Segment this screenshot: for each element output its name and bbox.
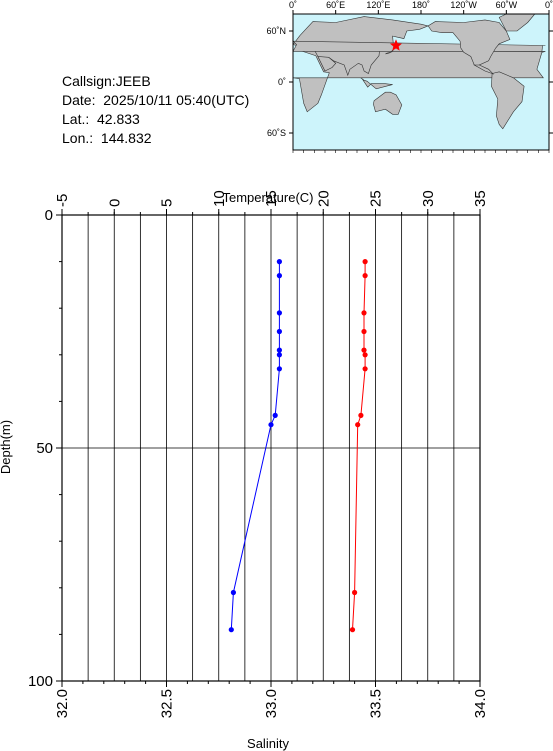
salinity-data-point — [276, 328, 282, 335]
map-lat-label: 60˚N — [266, 26, 286, 36]
map-land-arabia — [317, 56, 337, 72]
salinity-data-point — [276, 310, 282, 316]
temperature-tick-label: 25 — [368, 190, 385, 207]
temperature-data-point — [361, 347, 367, 353]
latitude-text: Lat.: 42.833 — [62, 111, 140, 127]
map-land-central-america — [473, 64, 494, 75]
map-lat-label: 60˚S — [267, 128, 286, 138]
temperature-tick-label: 30 — [420, 190, 437, 207]
station-marker-icon — [389, 39, 402, 51]
temperature-axis-title: Temperature(C) — [222, 190, 313, 205]
temperature-data-point — [362, 352, 368, 358]
map-land-australia — [373, 91, 403, 115]
salinity-data-point — [268, 422, 274, 428]
map-land-north-america — [427, 19, 511, 67]
temperature-data-point — [352, 589, 358, 596]
callsign-text: Callsign:JEEB — [62, 73, 151, 89]
salinity-data-point — [276, 347, 282, 353]
temperature-tick-label: 20 — [315, 190, 332, 207]
temperature-data-point — [362, 366, 368, 372]
temperature-tick-label: 15 — [263, 190, 280, 207]
salinity-data-point — [276, 259, 282, 265]
temperature-data-point — [362, 273, 368, 279]
temperature-profile-line — [352, 261, 366, 630]
salinity-data-point — [228, 627, 234, 633]
map-lon-label: 180˚ — [412, 0, 430, 10]
map-lat-label: 0˚ — [278, 77, 286, 87]
temperature-data-point — [349, 627, 356, 633]
temperature-data-point — [358, 412, 364, 418]
depth-axis-title: Depth(m) — [0, 420, 13, 474]
map-land-se-asia — [360, 77, 393, 90]
temperature-data-point — [362, 259, 368, 265]
map-land-africa — [292, 50, 546, 113]
map-lon-label: 120˚E — [366, 0, 390, 10]
temperature-tick-label: 35 — [472, 190, 489, 207]
salinity-axis-title: Salinity — [247, 736, 289, 751]
map-lon-label: 60˚W — [496, 0, 518, 10]
salinity-tick-label: 33.5 — [368, 689, 385, 718]
date-text: Date: 2025/10/11 05:40(UTC) — [62, 92, 250, 108]
depth-tick-label: 0 — [45, 207, 53, 224]
temperature-tick-label: 0 — [106, 199, 123, 207]
map-lon-label: 0˚ — [289, 0, 297, 10]
station-info: Callsign:JEEB Date: 2025/10/11 05:40(UTC… — [62, 72, 249, 148]
salinity-data-point — [276, 366, 282, 372]
salinity-tick-label: 33.0 — [263, 689, 280, 718]
temperature-data-point — [361, 310, 367, 316]
depth-tick-label: 100 — [28, 673, 53, 690]
salinity-tick-label: 32.5 — [159, 689, 176, 718]
temperature-data-point — [361, 328, 367, 335]
salinity-profile-line — [230, 261, 280, 630]
temperature-data-point — [355, 422, 361, 428]
salinity-data-point — [230, 589, 236, 596]
map-lon-label: 0˚ — [545, 0, 553, 10]
temperature-tick-label: 5 — [159, 199, 176, 207]
temperature-tick-label: -5 — [54, 194, 71, 207]
salinity-tick-label: 32.0 — [54, 689, 71, 718]
salinity-data-point — [272, 412, 278, 418]
map-lon-label: 60˚E — [326, 0, 345, 10]
depth-tick-label: 50 — [36, 440, 53, 457]
map-land-south-america — [491, 71, 525, 130]
temperature-tick-label: 10 — [211, 190, 228, 207]
map-lon-label: 120˚W — [450, 0, 477, 10]
salinity-data-point — [276, 352, 282, 358]
longitude-text: Lon.: 144.832 — [62, 130, 152, 146]
salinity-tick-label: 34.0 — [472, 689, 489, 718]
salinity-data-point — [276, 273, 282, 279]
